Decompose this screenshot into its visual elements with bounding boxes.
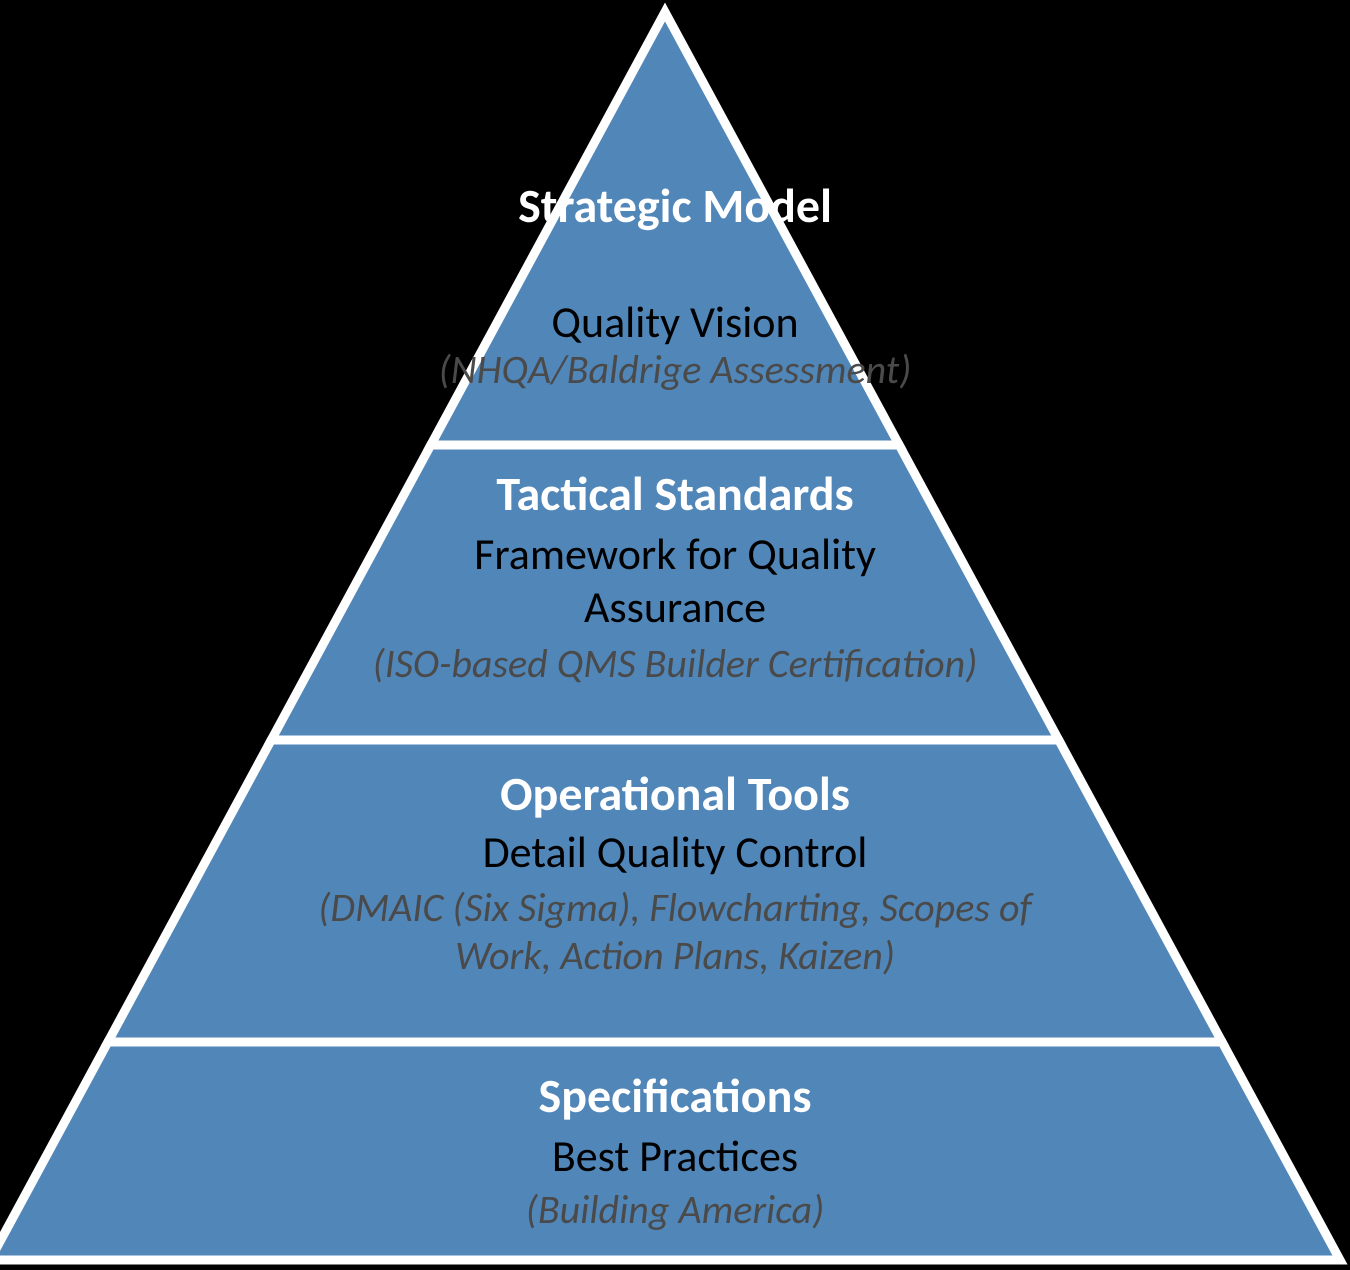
level-3-detail: (Building America)	[0, 1186, 1350, 1234]
pyramid-diagram: Strategic Model Quality Vision (NHQA/Bal…	[0, 0, 1350, 1265]
level-3-subtitle: Best Practices	[0, 1130, 1350, 1183]
level-3: Specifications Best Practices (Building …	[0, 0, 1350, 1265]
level-3-title: Specifications	[0, 1068, 1350, 1123]
